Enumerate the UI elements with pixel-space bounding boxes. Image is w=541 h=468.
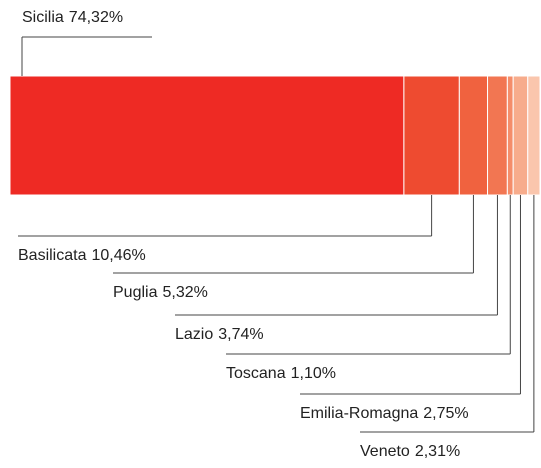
bar-segment — [527, 75, 541, 196]
category-name: Puglia — [113, 284, 158, 301]
bar-segment — [512, 75, 529, 196]
bar-segment — [9, 75, 405, 196]
value-label: 1,10% — [291, 365, 336, 382]
bar-segment — [506, 75, 514, 196]
bar-segment — [487, 75, 508, 196]
segment-label: Puglia 5,32% — [113, 284, 208, 301]
category-name: Basilicata — [18, 247, 87, 264]
category-name: Toscana — [226, 365, 286, 382]
value-label: 74,32% — [69, 9, 123, 26]
category-name: Veneto — [360, 443, 410, 460]
segment-label: Sicilia 74,32% — [22, 9, 123, 26]
value-label: 2,75% — [423, 405, 468, 422]
bar-segment — [458, 75, 489, 196]
segment-label: Emilia-Romagna 2,75% — [300, 405, 469, 422]
value-label: 3,74% — [218, 326, 263, 343]
value-label: 5,32% — [162, 284, 207, 301]
category-name: Lazio — [175, 326, 213, 343]
segment-label: Lazio 3,74% — [175, 326, 264, 343]
segment-label: Veneto 2,31% — [360, 443, 460, 460]
bar-segment — [403, 75, 460, 196]
segment-label: Toscana 1,10% — [226, 365, 336, 382]
value-label: 10,46% — [91, 247, 145, 264]
value-label: 2,31% — [415, 443, 460, 460]
category-name: Emilia-Romagna — [300, 405, 418, 422]
segment-label: Basilicata 10,46% — [18, 247, 146, 264]
category-name: Sicilia — [22, 9, 64, 26]
